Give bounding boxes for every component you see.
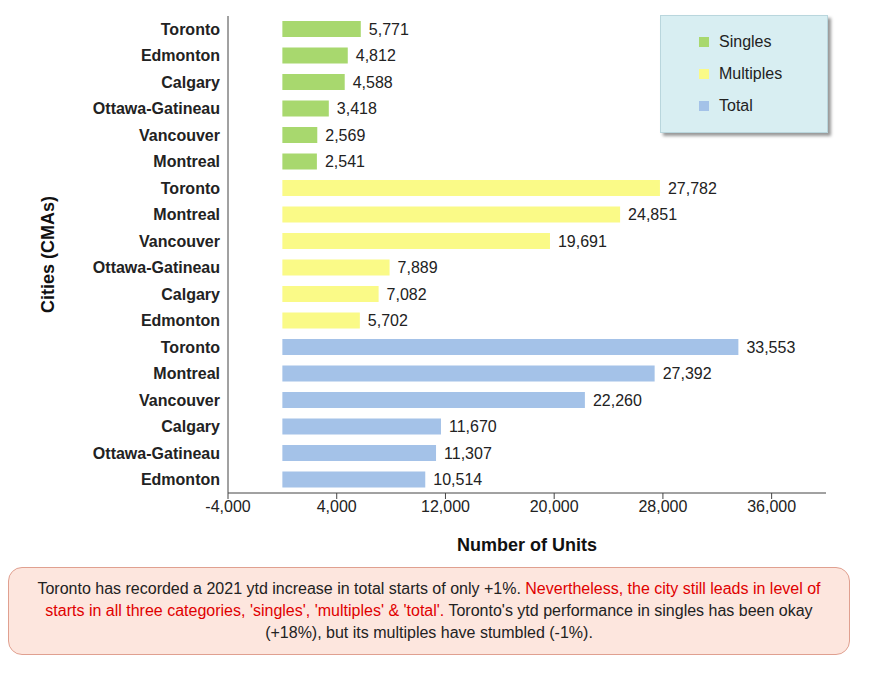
svg-text:4,000: 4,000: [317, 498, 357, 515]
svg-text:Vancouver: Vancouver: [139, 127, 220, 144]
svg-text:Calgary: Calgary: [161, 74, 220, 91]
svg-text:24,851: 24,851: [628, 206, 677, 223]
svg-text:Ottawa-Gatineau: Ottawa-Gatineau: [93, 445, 220, 462]
svg-text:Ottawa-Gatineau: Ottawa-Gatineau: [93, 100, 220, 117]
svg-text:Ottawa-Gatineau: Ottawa-Gatineau: [93, 259, 220, 276]
svg-text:7,889: 7,889: [398, 259, 438, 276]
svg-text:Number of Units: Number of Units: [457, 535, 597, 555]
svg-text:4,588: 4,588: [353, 74, 393, 91]
svg-text:27,782: 27,782: [668, 180, 717, 197]
svg-text:7,082: 7,082: [387, 286, 427, 303]
svg-text:Cities (CMAs): Cities (CMAs): [38, 196, 58, 313]
svg-text:Calgary: Calgary: [161, 418, 220, 435]
svg-text:Montreal: Montreal: [153, 365, 220, 382]
svg-text:3,418: 3,418: [337, 100, 377, 117]
svg-text:Calgary: Calgary: [161, 286, 220, 303]
svg-text:22,260: 22,260: [593, 392, 642, 409]
html-text:Total: Total: [719, 97, 753, 114]
svg-text:19,691: 19,691: [558, 233, 607, 250]
svg-text:27,392: 27,392: [663, 365, 712, 382]
svg-text:Toronto: Toronto: [161, 339, 220, 356]
svg-text:Edmonton: Edmonton: [141, 471, 220, 488]
svg-text:5,771: 5,771: [369, 21, 409, 38]
svg-text:11,307: 11,307: [444, 445, 492, 462]
svg-text:Vancouver: Vancouver: [139, 233, 220, 250]
svg-text:Edmonton: Edmonton: [141, 312, 220, 329]
svg-text:36,000: 36,000: [747, 498, 796, 515]
svg-text:4,812: 4,812: [356, 47, 396, 64]
svg-text:Montreal: Montreal: [153, 153, 220, 170]
svg-text:-4,000: -4,000: [205, 498, 250, 515]
svg-text:2,569: 2,569: [325, 127, 365, 144]
svg-text:20,000: 20,000: [530, 498, 579, 515]
svg-text:10,514: 10,514: [433, 471, 482, 488]
svg-text:Vancouver: Vancouver: [139, 392, 220, 409]
svg-text:11,670: 11,670: [449, 418, 497, 435]
svg-text:5,702: 5,702: [368, 312, 408, 329]
svg-text:12,000: 12,000: [421, 498, 470, 515]
svg-text:Montreal: Montreal: [153, 206, 220, 223]
svg-text:33,553: 33,553: [746, 339, 795, 356]
svg-text:28,000: 28,000: [638, 498, 687, 515]
html-text:Toronto has recorded a 2021 yt: Toronto has recorded a 2021 ytd increase…: [37, 580, 821, 641]
svg-text:2,541: 2,541: [325, 153, 365, 170]
svg-text:Toronto: Toronto: [161, 21, 220, 38]
svg-text:Toronto: Toronto: [161, 180, 220, 197]
html-text:Singles: Singles: [719, 33, 772, 50]
svg-text:Edmonton: Edmonton: [141, 47, 220, 64]
html-text:Multiples: Multiples: [719, 65, 783, 82]
